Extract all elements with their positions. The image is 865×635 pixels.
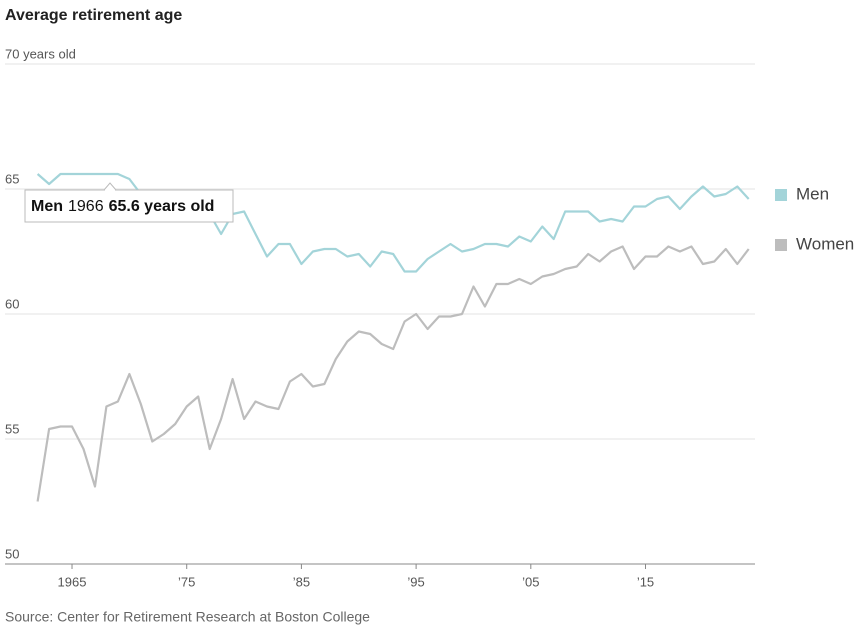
tooltip-series: Men xyxy=(31,198,63,215)
tooltip-text: Men 1966 65.6 years old xyxy=(31,198,214,215)
tooltip-box xyxy=(24,189,234,223)
tooltip: Men 1966 65.6 years old xyxy=(24,182,234,223)
x-tick-label: ’85 xyxy=(293,574,310,589)
y-tick-label: 50 xyxy=(5,546,19,561)
x-tick-label: 1965 xyxy=(58,574,87,589)
x-tick-label: ’05 xyxy=(522,574,539,589)
tooltip-pointer xyxy=(103,182,117,191)
chart-title: Average retirement age xyxy=(5,7,182,24)
tooltip-value: 65.6 years old xyxy=(109,198,215,215)
source: Source: Center for Retirement Research a… xyxy=(5,609,370,625)
legend-label: Women xyxy=(796,234,854,253)
tooltip-year: 1966 xyxy=(68,198,104,215)
y-tick-label: 70 years old xyxy=(5,46,76,61)
plot: 50 55 60 65 70 years old 1965 ’75 ’85 ’95 ’05 ’15 xyxy=(5,46,755,589)
legend-swatch xyxy=(775,239,787,251)
x-tick-label: ’15 xyxy=(637,574,654,589)
y-tick-label: 55 xyxy=(5,421,19,436)
y-tick-label: 65 xyxy=(5,171,19,186)
x-tick-label: ’95 xyxy=(407,574,424,589)
legend-label: Men xyxy=(796,184,829,203)
y-tick-label: 60 xyxy=(5,296,19,311)
legend-swatch xyxy=(775,189,787,201)
line-series xyxy=(36,245,750,502)
x-tick-label: ’75 xyxy=(178,574,195,589)
